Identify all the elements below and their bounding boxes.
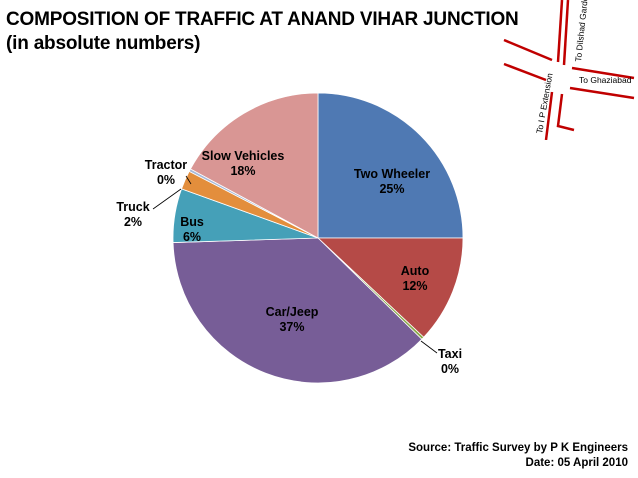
chart-subtitle: (in absolute numbers) [6,33,201,54]
road-south-arm-right [556,93,575,132]
pie-slice-two-wheeler [317,92,464,239]
junction-map-inset: To Dilshad Garden To Ghaziabad To I P Ex… [503,0,635,140]
road-west-arm [503,38,553,62]
slice-label-tractor: Tractor 0% [145,158,188,187]
slice-label-taxi: Taxi 0% [438,347,462,376]
pie-slices [172,92,464,384]
slice-labels: Two Wheeler 25% Auto 12% Taxi 0% Car/Jeep 37% Bu… [116,149,462,376]
slice-label-auto: Auto 12% [401,264,430,293]
pie-slice-auto [316,237,464,338]
road-east-arm [571,66,635,80]
chart-title-block: COMPOSITION OF TRAFFIC AT ANAND VIHAR JU… [6,8,519,56]
chart-title: COMPOSITION OF TRAFFIC AT ANAND VIHAR JU… [6,9,519,30]
map-label-dilshad-garden: To Dilshad Garden [573,0,590,62]
road-ne-arm [562,0,570,66]
leader-line-truck [152,188,182,210]
road-south-arm [544,91,554,140]
slice-label-bus: Bus 6% [180,215,204,244]
slice-label-truck: Truck 2% [116,200,149,229]
leader-line-tractor [185,175,192,185]
source-text: Source: Traffic Survey by P K Engineers [408,442,628,454]
slice-label-two-wheeler: Two Wheeler 25% [354,167,430,196]
source-date: Date: 05 April 2010 [525,457,628,469]
source-note: Source: Traffic Survey by P K Engineers … [408,441,628,471]
pie-slice-car-jeep [172,237,423,384]
pie-slice-slow-vehicles [189,92,319,239]
slice-label-car-jeep: Car/Jeep 37% [266,305,319,334]
leader-lines [152,175,438,354]
road-ne-arm-inner [556,0,564,63]
leader-line-taxi [420,340,438,354]
map-label-ghaziabad: To Ghaziabad [579,75,632,85]
road-east-arm-lower [569,86,635,100]
road-lines [503,0,635,140]
slice-label-slow-vehicles: Slow Vehicles 18% [202,149,285,178]
road-west-arm-lower [503,62,547,82]
